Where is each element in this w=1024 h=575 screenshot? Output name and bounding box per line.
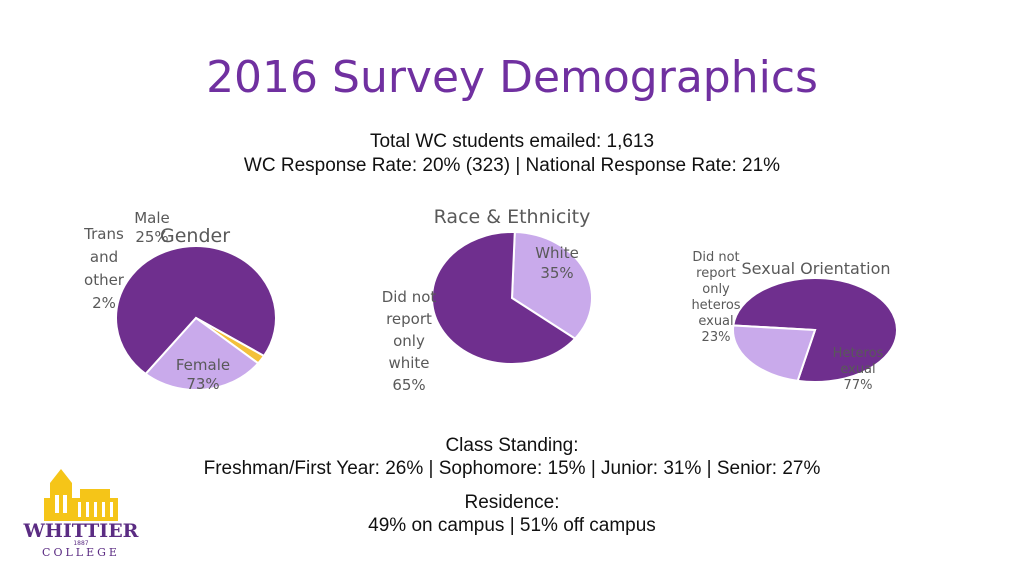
logo-year: 1887 xyxy=(73,540,88,547)
pie-slice-2-2 xyxy=(431,231,577,365)
response-rate-stat: WC Response Rate: 20% (323) | National R… xyxy=(243,155,781,176)
data-label-1-1: Female 73% xyxy=(176,356,230,393)
chart-title-3: Sexual Orientation xyxy=(742,259,891,278)
residence-values: 49% on campus | 51% off campus xyxy=(368,515,656,536)
data-label-3-2: Did not report only heteros exual 23% xyxy=(691,250,740,345)
pie-chart-2: Race & Ethnicity White 35% Did not report onl… xyxy=(382,206,593,394)
pie-slice-3-2 xyxy=(732,324,817,382)
class-standing-heading: Class Standing: xyxy=(445,435,579,456)
data-label-1-2: Trans and other 2% xyxy=(83,225,125,312)
data-label-2-2: Did not report only white 65% xyxy=(382,288,437,394)
pie-slice-1-1 xyxy=(115,245,277,376)
class-standing-values: Freshman/First Year: 26% | Sophomore: 15… xyxy=(203,458,821,479)
emailed-stat: Total WC students emailed: 1,613 xyxy=(369,131,655,152)
slide-title: 2016 Survey Demographics xyxy=(206,52,818,103)
whittier-college-logo: WHITTIER 1887 COLLEGE xyxy=(23,469,139,559)
pie-chart-3: Sexual Orientation Heteros exual 77% Did not… xyxy=(691,250,898,393)
logo-name: WHITTIER xyxy=(23,520,139,542)
chart-title-1: Gender xyxy=(160,225,230,247)
data-label-1-3: Male 25% xyxy=(134,209,170,246)
chart-title-2: Race & Ethnicity xyxy=(434,206,591,228)
residence-heading: Residence: xyxy=(464,492,560,513)
pie-slice-1-3 xyxy=(144,316,260,391)
pie-chart-1: Gender Female 73% Trans and other 2%Male 25% xyxy=(83,209,277,393)
logo-sub: COLLEGE xyxy=(42,546,120,559)
data-label-3-1: Heteros exual 77% xyxy=(833,346,884,393)
pie-slice-2-1 xyxy=(510,231,593,340)
building-icon xyxy=(44,469,118,521)
data-label-2-1: White 35% xyxy=(535,244,579,282)
